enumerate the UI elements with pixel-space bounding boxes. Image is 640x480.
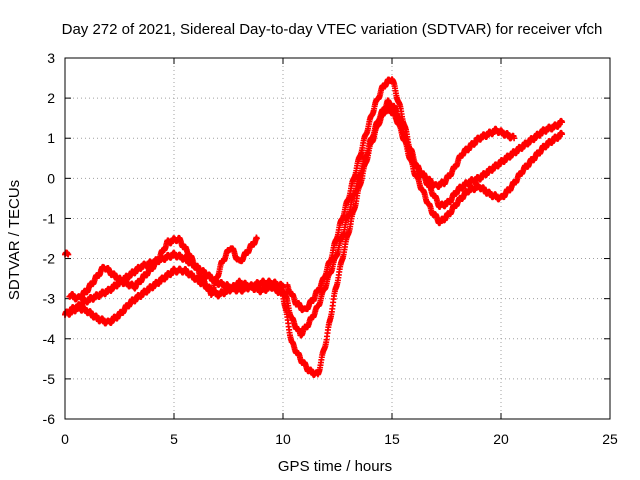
x-tick-label: 25 — [602, 431, 618, 447]
data-points — [62, 76, 566, 378]
data-point — [511, 135, 518, 142]
data-point — [559, 131, 566, 138]
y-tick-label: 2 — [47, 90, 55, 106]
y-tick-label: -5 — [43, 371, 56, 387]
y-tick-label: -6 — [43, 411, 56, 427]
x-axis-label: GPS time / hours — [278, 458, 392, 475]
y-tick-label: 0 — [47, 170, 55, 186]
y-tick-label: -1 — [43, 210, 56, 226]
y-tick-label: 3 — [47, 50, 55, 66]
x-tick-label: 20 — [493, 431, 509, 447]
x-tick-label: 15 — [384, 431, 400, 447]
data-point — [253, 235, 260, 242]
x-tick-label: 10 — [275, 431, 291, 447]
y-axis-label: SDTVAR / TECUs — [6, 180, 23, 300]
chart-title: Day 272 of 2021, Sidereal Day-to-day VTE… — [62, 21, 603, 38]
data-point — [65, 251, 72, 258]
axis-ticks: 0 5 10 15 20 25 -6 -5 -4 -3 -2 -1 0 1 2 3 — [43, 50, 618, 447]
plot-frame — [64, 57, 611, 420]
y-tick-label: -4 — [43, 331, 56, 347]
y-tick-label: 1 — [47, 130, 55, 146]
x-tick-label: 0 — [61, 431, 69, 447]
x-tick-label: 5 — [170, 431, 178, 447]
data-point — [559, 119, 566, 126]
y-tick-label: -2 — [43, 251, 56, 267]
y-tick-label: -3 — [43, 291, 56, 307]
